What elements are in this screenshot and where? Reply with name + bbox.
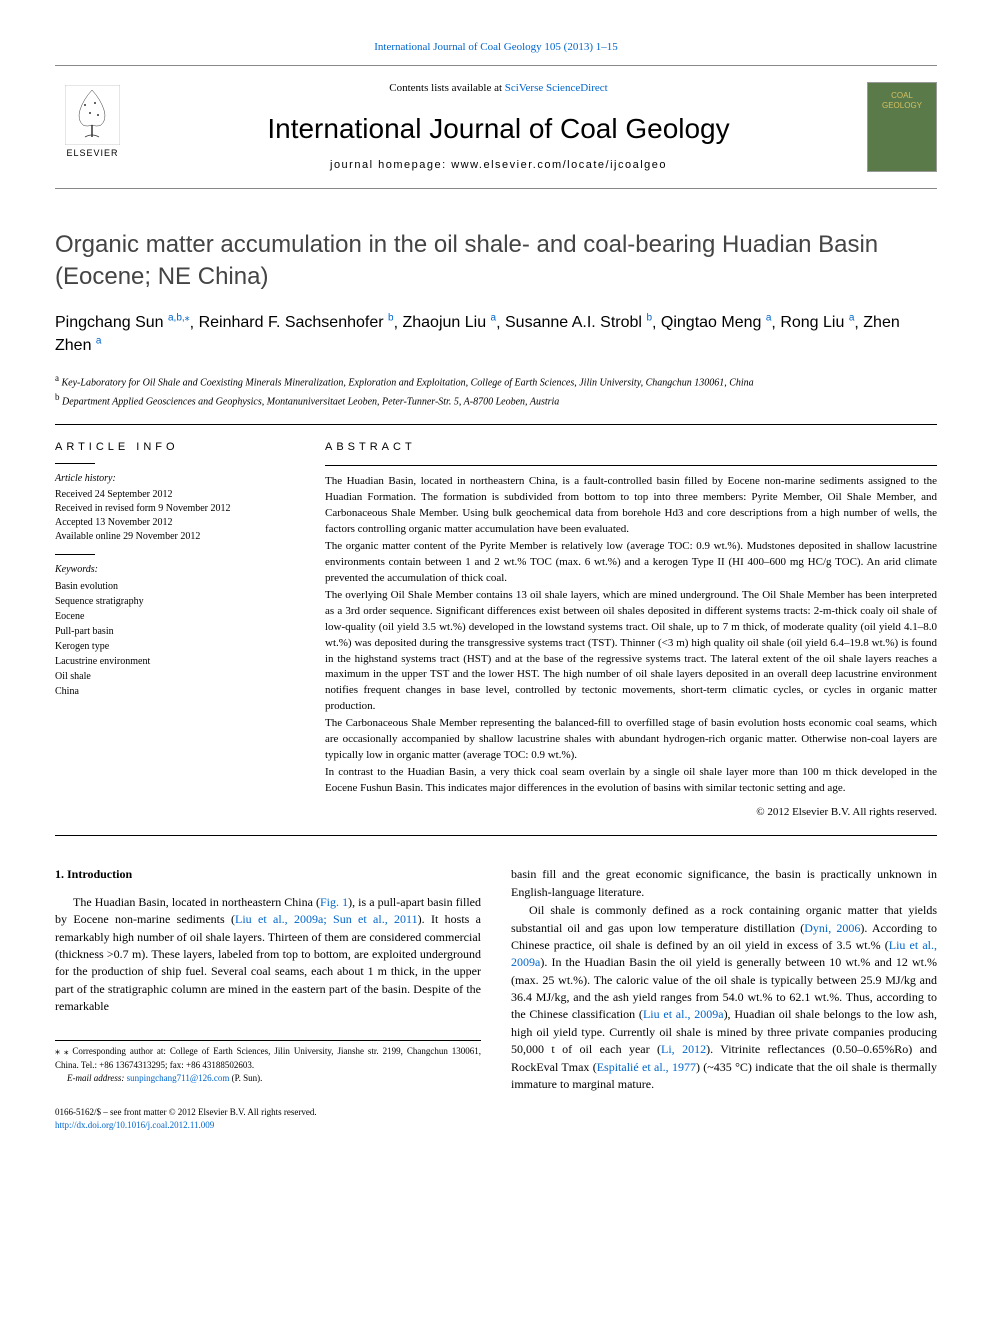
fig-link[interactable]: Fig. 1: [320, 895, 348, 909]
abstract-p1: The Huadian Basin, located in northeaste…: [325, 474, 937, 538]
footnote-block: ⁎ ⁎ Corresponding author at: College of …: [55, 1040, 481, 1084]
history-3: Accepted 13 November 2012: [55, 516, 290, 530]
body-p1: The Huadian Basin, located in northeaste…: [55, 894, 481, 1016]
cover-text-2: GEOLOGY: [882, 101, 922, 111]
corr-star[interactable]: ⁎: [185, 313, 190, 324]
elsevier-logo: ELSEVIER: [55, 85, 130, 170]
article-info-col: article info Article history: Received 2…: [55, 440, 290, 821]
ref-link[interactable]: Liu et al., 2009a: [643, 1007, 724, 1021]
ref-link[interactable]: Espitalié et al., 1977: [597, 1060, 696, 1074]
affiliations: a Key-Laboratory for Oil Shale and Coexi…: [55, 372, 937, 409]
citation-link[interactable]: International Journal of Coal Geology 10…: [374, 41, 617, 53]
info-hr-2: [55, 554, 95, 555]
info-heading: article info: [55, 440, 290, 455]
section-num: 1.: [55, 867, 64, 881]
contents-prefix: Contents lists available at: [389, 82, 502, 94]
email-link[interactable]: sunpingchang711@126.com: [127, 1073, 230, 1083]
body-columns: 1. Introduction The Huadian Basin, locat…: [55, 866, 937, 1094]
journal-cover: COAL GEOLOGY: [867, 82, 937, 172]
keyword: Pull-part basin: [55, 624, 290, 639]
abstract-heading: abstract: [325, 440, 937, 455]
keywords-label: Keywords:: [55, 563, 290, 577]
abstract-p4: The Carbonaceous Shale Member representi…: [325, 716, 937, 764]
corr-footnote: ⁎ ⁎ Corresponding author at: College of …: [55, 1045, 481, 1072]
cover-text-1: COAL: [891, 91, 913, 101]
elsevier-name: ELSEVIER: [66, 147, 118, 160]
homepage-label: journal homepage:: [330, 159, 447, 171]
keyword: Sequence stratigraphy: [55, 594, 290, 609]
keyword: Eocene: [55, 609, 290, 624]
citation-vol: 105 (2013) 1–15: [544, 41, 617, 53]
keywords-list: Basin evolution Sequence stratigraphy Eo…: [55, 579, 290, 699]
issn-line: 0166-5162/$ – see front matter © 2012 El…: [55, 1106, 937, 1119]
divider-1: [55, 424, 937, 425]
history-label: Article history:: [55, 472, 290, 486]
bottom-matter: 0166-5162/$ – see front matter © 2012 El…: [55, 1106, 937, 1131]
abstract-p5: In contrast to the Huadian Basin, a very…: [325, 765, 937, 797]
affiliation-b: b Department Applied Geosciences and Geo…: [55, 391, 937, 409]
history-4: Available online 29 November 2012: [55, 530, 290, 544]
section-heading: 1. Introduction: [55, 866, 481, 883]
header-center: Contents lists available at SciVerse Sci…: [150, 81, 847, 173]
article-title: Organic matter accumulation in the oil s…: [55, 229, 937, 291]
citation-journal: International Journal of Coal Geology: [374, 41, 541, 53]
info-hr-1: [55, 463, 95, 464]
journal-name: International Journal of Coal Geology: [150, 109, 847, 148]
keyword: Basin evolution: [55, 579, 290, 594]
keyword: China: [55, 684, 290, 699]
abstract-text: The Huadian Basin, located in northeaste…: [325, 474, 937, 797]
doi-link[interactable]: http://dx.doi.org/10.1016/j.coal.2012.11…: [55, 1120, 214, 1130]
author-1: Pingchang Sun a,b,⁎: [55, 314, 190, 331]
ref-link[interactable]: Dyni, 2006: [804, 921, 860, 935]
author-4: Susanne A.I. Strobl b: [505, 314, 652, 331]
body-p3: Oil shale is commonly defined as a rock …: [511, 902, 937, 1093]
keyword: Lacustrine environment: [55, 654, 290, 669]
body-col-right: basin fill and the great economic signif…: [511, 866, 937, 1094]
homepage-line: journal homepage: www.elsevier.com/locat…: [150, 158, 847, 173]
authors-list: Pingchang Sun a,b,⁎, Reinhard F. Sachsen…: [55, 312, 937, 357]
section-title: Introduction: [67, 867, 132, 881]
author-2: Reinhard F. Sachsenhofer b: [199, 314, 394, 331]
author-5: Qingtao Meng a: [661, 314, 772, 331]
homepage-url[interactable]: www.elsevier.com/locate/ijcoalgeo: [451, 159, 667, 171]
sciencedirect-link[interactable]: SciVerse ScienceDirect: [505, 82, 608, 94]
elsevier-tree-icon: [65, 85, 120, 145]
history-1: Received 24 September 2012: [55, 488, 290, 502]
abstract-col: abstract The Huadian Basin, located in n…: [325, 440, 937, 821]
abstract-copyright: © 2012 Elsevier B.V. All rights reserved…: [325, 805, 937, 820]
abstract-hr: [325, 465, 937, 466]
abstract-p2: The organic matter content of the Pyrite…: [325, 539, 937, 587]
keyword: Oil shale: [55, 669, 290, 684]
email-footnote: E-mail address: sunpingchang711@126.com …: [55, 1072, 481, 1085]
affiliation-a: a Key-Laboratory for Oil Shale and Coexi…: [55, 372, 937, 390]
ref-link[interactable]: Liu et al., 2009a; Sun et al., 2011: [235, 912, 418, 926]
info-abstract-row: article info Article history: Received 2…: [55, 440, 937, 821]
body-p2: basin fill and the great economic signif…: [511, 866, 937, 901]
author-3: Zhaojun Liu a: [402, 314, 496, 331]
journal-header: ELSEVIER Contents lists available at Sci…: [55, 65, 937, 189]
contents-line: Contents lists available at SciVerse Sci…: [150, 81, 847, 96]
author-6: Rong Liu a: [780, 314, 854, 331]
abstract-p3: The overlying Oil Shale Member contains …: [325, 588, 937, 716]
keyword: Kerogen type: [55, 639, 290, 654]
history-2: Received in revised form 9 November 2012: [55, 502, 290, 516]
body-col-left: 1. Introduction The Huadian Basin, locat…: [55, 866, 481, 1094]
divider-2: [55, 835, 937, 836]
citation-line: International Journal of Coal Geology 10…: [55, 40, 937, 55]
ref-link[interactable]: Li, 2012: [661, 1042, 706, 1056]
